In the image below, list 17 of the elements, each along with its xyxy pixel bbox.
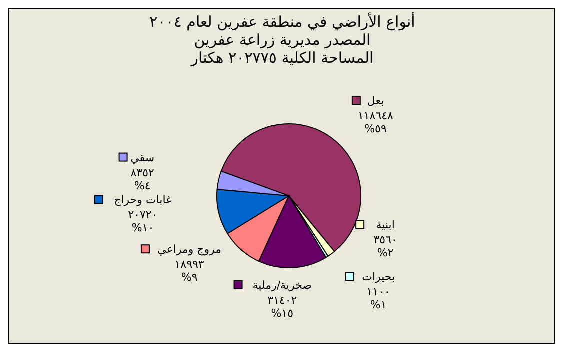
legend-label: ابنية: [376, 218, 395, 232]
data-label: ٢٠٧٢٠ %١٠: [128, 208, 158, 235]
data-label: ١٨٩٩٣ %٩: [174, 258, 204, 284]
legend-label: صخرية/رملية: [252, 278, 312, 292]
legend-label: بحيرات: [362, 270, 396, 284]
legend-label: مروج ومراعي: [158, 243, 222, 256]
legend-label: غابات وحراج: [114, 194, 172, 207]
data-label: ٣٥٦٠ %٢: [374, 234, 398, 260]
chart-subtitle: المساحة الكلية ٢٠٢٧٧٥ هكتار: [190, 49, 375, 67]
legend-label: بعل: [367, 94, 384, 108]
chart-title: أنواع الأراضي في منطقة عفرين لعام ٢٠٠٤: [148, 13, 416, 31]
data-label: ١١٨٦٤٨ %٥٩: [358, 109, 394, 136]
legend-label: سقي: [130, 151, 155, 164]
data-label: ٣١٤٠٢ %١٥: [268, 294, 298, 320]
data-label: ١١٠٠ %١: [366, 286, 390, 312]
text: المصدر مديرية زراعة عفرين: [193, 31, 372, 49]
data-label: ٨٣٥٢ %٤: [130, 166, 155, 192]
